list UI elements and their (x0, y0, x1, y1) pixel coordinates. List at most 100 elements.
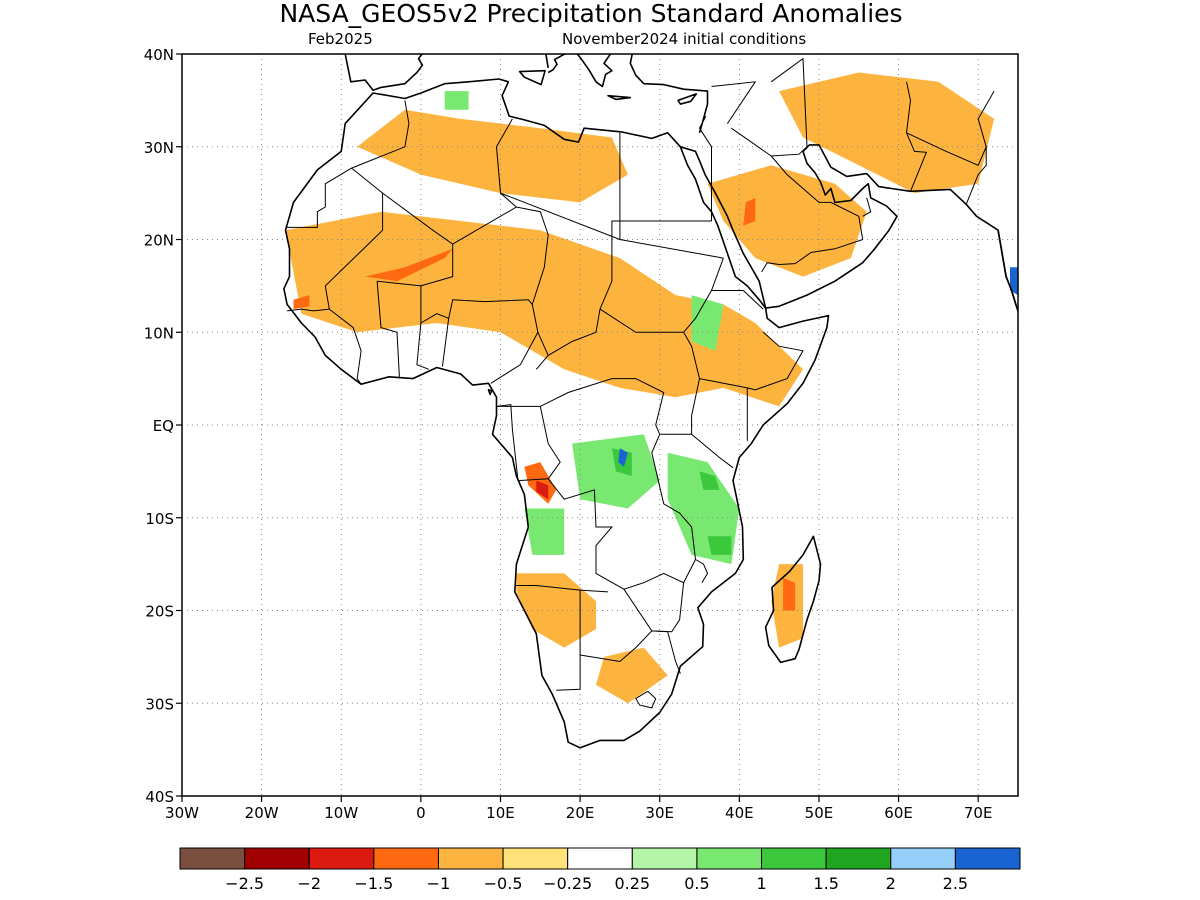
country-border (496, 118, 513, 148)
lon-tick-label: 0 (416, 804, 426, 822)
country-border (452, 206, 549, 305)
colorbar-swatch (502, 847, 569, 870)
anomaly-region (707, 536, 732, 555)
anomaly-region (524, 508, 565, 555)
country-border (351, 100, 410, 169)
anomaly-region (536, 480, 549, 500)
colorbar-swatch (761, 847, 827, 870)
country-border (965, 146, 987, 205)
lat-tick-label: 30N (144, 139, 174, 157)
colorbar-label: 0.25 (614, 874, 650, 893)
colorbar-label: 2.5 (943, 874, 968, 893)
country-border (683, 257, 724, 333)
colorbar-swatch (308, 847, 375, 870)
anomaly-region (707, 165, 867, 277)
anomaly-region (365, 248, 453, 282)
anomaly-region (516, 573, 596, 648)
lat-tick-label: EQ (153, 417, 174, 435)
anomaly-layer (285, 72, 1018, 704)
country-border (490, 304, 539, 384)
country-border (770, 57, 808, 152)
anomaly-region (743, 197, 756, 226)
colorbar-swatch (567, 847, 633, 870)
lon-tick-label: 10E (486, 804, 515, 822)
country-border (448, 299, 533, 319)
lon-tick-label: 10W (324, 804, 358, 822)
colorbar-label: −1 (427, 874, 451, 893)
country-border (691, 433, 734, 469)
country-border (905, 81, 928, 192)
country-border (635, 690, 657, 709)
europe-coastline (344, 54, 698, 105)
forecast-month: Feb2025 (308, 30, 373, 48)
country-border (862, 197, 872, 217)
lat-tick-label: 40S (145, 788, 174, 806)
country-border (698, 115, 712, 221)
country-border (517, 434, 697, 590)
gridlines (182, 54, 1018, 796)
colorbar-label: −2.5 (225, 874, 264, 893)
anomaly-region (783, 578, 796, 611)
colorbar-swatch (631, 847, 698, 870)
colorbar-swatch (179, 847, 246, 870)
country-border (420, 313, 450, 367)
lon-tick-label: 40E (725, 804, 754, 822)
anomaly-region (699, 471, 720, 490)
anomaly-region (444, 91, 469, 110)
lon-tick-label: 30E (645, 804, 674, 822)
lat-tick-label: 20N (144, 232, 174, 250)
lat-tick-label: 40N (144, 46, 174, 64)
anomaly-region (618, 448, 628, 467)
country-border (711, 81, 757, 124)
country-border (416, 285, 429, 370)
country-border (500, 132, 621, 241)
colorbar-label: −0.25 (543, 874, 592, 893)
country-border (376, 281, 400, 377)
colorbar: −2.5 −2 −1.5 −1 −0.5 −0.25 0.25 0.5 1 1.5 2 2.5 (179, 847, 1021, 893)
anomaly-region (596, 647, 668, 704)
map-title: NASA_GEOS5v2 Precipitation Standard Anom… (279, 0, 902, 28)
country-border (328, 308, 362, 385)
arabia-coastline (629, 54, 1018, 314)
plot-area (182, 54, 1018, 796)
country-borders (285, 57, 995, 709)
country-border (761, 155, 864, 273)
country-border (377, 192, 454, 287)
colorbar-swatch (437, 847, 504, 870)
colorbar-label: 1 (756, 874, 766, 893)
country-border (711, 290, 764, 310)
colorbar-label: 0.5 (684, 874, 709, 893)
colorbar-swatch (244, 847, 310, 870)
country-border (514, 585, 609, 593)
country-border (285, 167, 352, 228)
colorbar-swatch (954, 847, 1021, 870)
colorbar-label: 2 (886, 874, 896, 893)
country-border (537, 332, 549, 356)
anomaly-region (285, 211, 803, 407)
country-border (619, 239, 724, 259)
initial-conditions: November2024 initial conditions (562, 30, 806, 48)
colorbar-swatch (825, 847, 892, 870)
lon-tick-label: 20W (245, 804, 279, 822)
country-border (731, 127, 808, 157)
anomaly-region (293, 295, 310, 310)
country-border (324, 167, 384, 310)
lat-tick-label: 10S (145, 510, 174, 528)
india-coastline (997, 230, 1018, 307)
lon-tick-label: 20E (566, 804, 595, 822)
colorbar-swatch (696, 847, 763, 870)
country-border (496, 404, 519, 481)
country-border (623, 582, 685, 633)
country-border (580, 630, 681, 674)
lon-tick-label: 30W (165, 804, 199, 822)
colorbar-swatch (890, 847, 956, 870)
lon-tick-label: 70E (964, 804, 993, 822)
country-border (539, 406, 561, 480)
anomaly-region (691, 295, 724, 351)
lon-tick-label: 60E (884, 804, 913, 822)
africa-coastline (283, 78, 830, 749)
colorbar-label: −0.5 (484, 874, 523, 893)
colorbar-label: −2 (297, 874, 321, 893)
